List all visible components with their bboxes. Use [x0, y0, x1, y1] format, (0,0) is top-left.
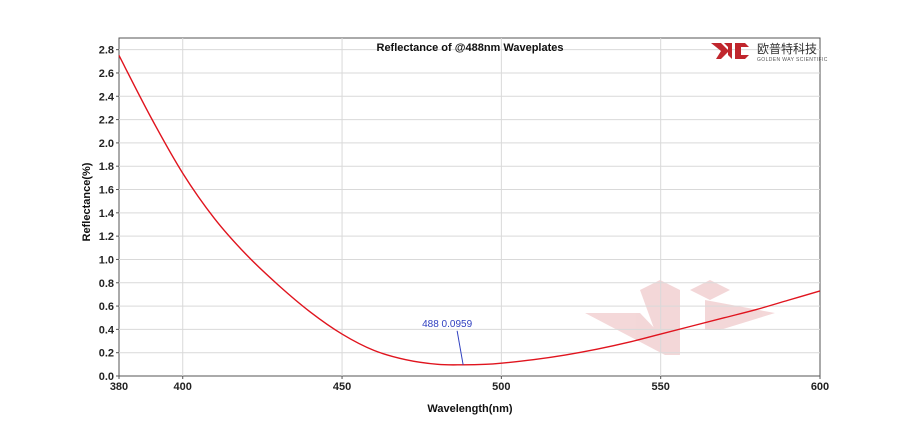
y-tick-label: 1.8: [99, 161, 114, 173]
brand-logo: 欧普特科技 GOLDEN WAY SCIENTIFIC: [711, 41, 828, 63]
watermark: [585, 280, 775, 355]
brand-name-cn: 欧普特科技: [757, 41, 817, 56]
y-tick-label: 2.4: [99, 91, 115, 103]
y-tick-label: 2.8: [99, 45, 114, 57]
x-tick-label: 450: [333, 381, 351, 393]
y-tick-label: 0.6: [99, 301, 114, 313]
x-axis-title: Wavelength(nm): [427, 403, 512, 415]
x-tick-label: 380: [110, 381, 128, 393]
y-tick-label: 1.4: [99, 208, 115, 220]
y-tick-label: 1.2: [99, 231, 114, 243]
y-tick-label: 0.8: [99, 278, 114, 290]
annotation: 488 0.0959: [422, 319, 473, 365]
y-tick-label: 2.6: [99, 68, 114, 80]
x-axis: 380 400 450 500 550 600: [110, 376, 829, 393]
grid: [119, 38, 820, 376]
plot-area: [118, 37, 821, 377]
y-tick-label: 0.0: [99, 371, 114, 383]
chart-title: Reflectance of @488nm Waveplates: [377, 42, 564, 54]
annotation-label: 488 0.0959: [422, 319, 472, 330]
x-tick-label: 500: [492, 381, 510, 393]
y-tick-label: 1.6: [99, 185, 114, 197]
series-group: [118, 55, 821, 366]
x-tick-label: 400: [174, 381, 192, 393]
y-tick-label: 0.4: [99, 324, 115, 336]
x-tick-label: 550: [652, 381, 670, 393]
logo-icon: [711, 43, 749, 59]
y-axis: 0.0 0.2 0.4 0.6 0.8 1.0 1.2 1.4 1.6 1.8 2.0 2.2 2.4 2…: [99, 45, 119, 383]
y-axis-title: Reflectance(%): [81, 162, 93, 241]
series-line: [118, 55, 821, 366]
brand-name-en: GOLDEN WAY SCIENTIFIC: [757, 57, 828, 63]
y-tick-label: 2.0: [99, 138, 114, 150]
annotation-leader: [456, 330, 464, 365]
y-tick-label: 1.0: [99, 254, 114, 266]
x-tick-label: 600: [811, 381, 829, 393]
y-tick-label: 0.2: [99, 348, 114, 360]
y-tick-label: 2.2: [99, 115, 114, 127]
